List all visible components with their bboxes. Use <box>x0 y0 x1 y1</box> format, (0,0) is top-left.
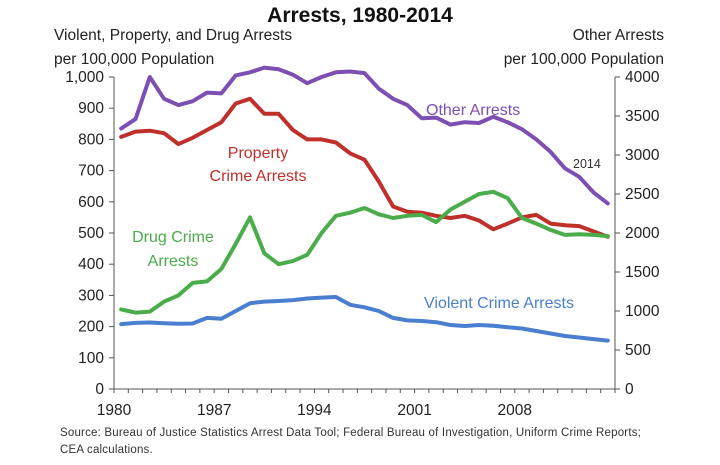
series-line-violent-crime-arrests <box>119 295 610 343</box>
series-line-other-arrests <box>119 65 610 206</box>
left-tick-label: 100 <box>78 350 104 367</box>
label-other-arrests: Other Arrests <box>426 102 520 119</box>
right-tick-label: 4000 <box>625 69 660 86</box>
year-2014-note: 2014 <box>573 157 601 171</box>
left-tick-label: 1,000 <box>65 69 104 86</box>
label-property-line1: Property <box>228 145 288 162</box>
series-line-property-crime-arrests <box>119 96 610 239</box>
left-tick-label: 500 <box>78 225 104 242</box>
label-drug-line1: Drug Crime <box>132 229 214 246</box>
left-axis-ticks: 0 100 200 300 400 500 600 700 800 900 1,000 <box>65 69 114 398</box>
right-axis-ticks: 0 500 1000 1500 2000 2500 3000 3500 4000 <box>615 69 660 398</box>
right-tick-label: 1500 <box>625 264 660 281</box>
right-tick-label: 2000 <box>625 225 660 242</box>
right-axis-label-line1: Other Arrests <box>573 27 665 44</box>
left-tick-label: 400 <box>78 256 104 273</box>
left-axis-label-line2: per 100,000 Population <box>54 51 214 68</box>
x-tick-label: 1987 <box>197 402 231 419</box>
right-tick-label: 3500 <box>625 108 660 125</box>
source-note: Source: Bureau of Justice Statistics Arr… <box>60 427 642 456</box>
left-axis-label-line1: Violent, Property, and Drug Arrests <box>54 27 292 44</box>
left-tick-label: 200 <box>78 319 104 336</box>
right-tick-label: 2500 <box>625 186 660 203</box>
left-tick-label: 0 <box>95 381 104 398</box>
series-line-drug-crime-arrests <box>119 189 610 315</box>
label-property-line2: Crime Arrests <box>210 168 307 185</box>
left-tick-label: 700 <box>78 163 104 180</box>
right-tick-label: 0 <box>625 381 634 398</box>
left-tick-label: 600 <box>78 194 104 211</box>
x-tick-label: 2001 <box>397 402 431 419</box>
right-axis-label-line2: per 100,000 Population <box>504 51 664 68</box>
x-axis-ticks: 1980 1987 1994 2001 2008 <box>97 389 616 419</box>
right-tick-label: 3000 <box>625 147 660 164</box>
left-tick-label: 300 <box>78 287 104 304</box>
series-lines <box>119 65 610 343</box>
label-violent-crime-arrests: Violent Crime Arrests <box>424 295 574 312</box>
left-tick-label: 800 <box>78 131 104 148</box>
chart-title: Arrests, 1980-2014 <box>267 4 453 27</box>
right-tick-label: 1000 <box>625 303 660 320</box>
x-tick-label: 2008 <box>498 402 532 419</box>
label-drug-line2: Arrests <box>148 253 199 270</box>
right-tick-label: 500 <box>625 342 651 359</box>
left-tick-label: 900 <box>78 100 104 117</box>
x-tick-label: 1980 <box>97 402 132 419</box>
x-tick-label: 1994 <box>297 402 332 419</box>
arrests-line-chart: Arrests, 1980-2014 Violent, Property, an… <box>54 4 665 419</box>
